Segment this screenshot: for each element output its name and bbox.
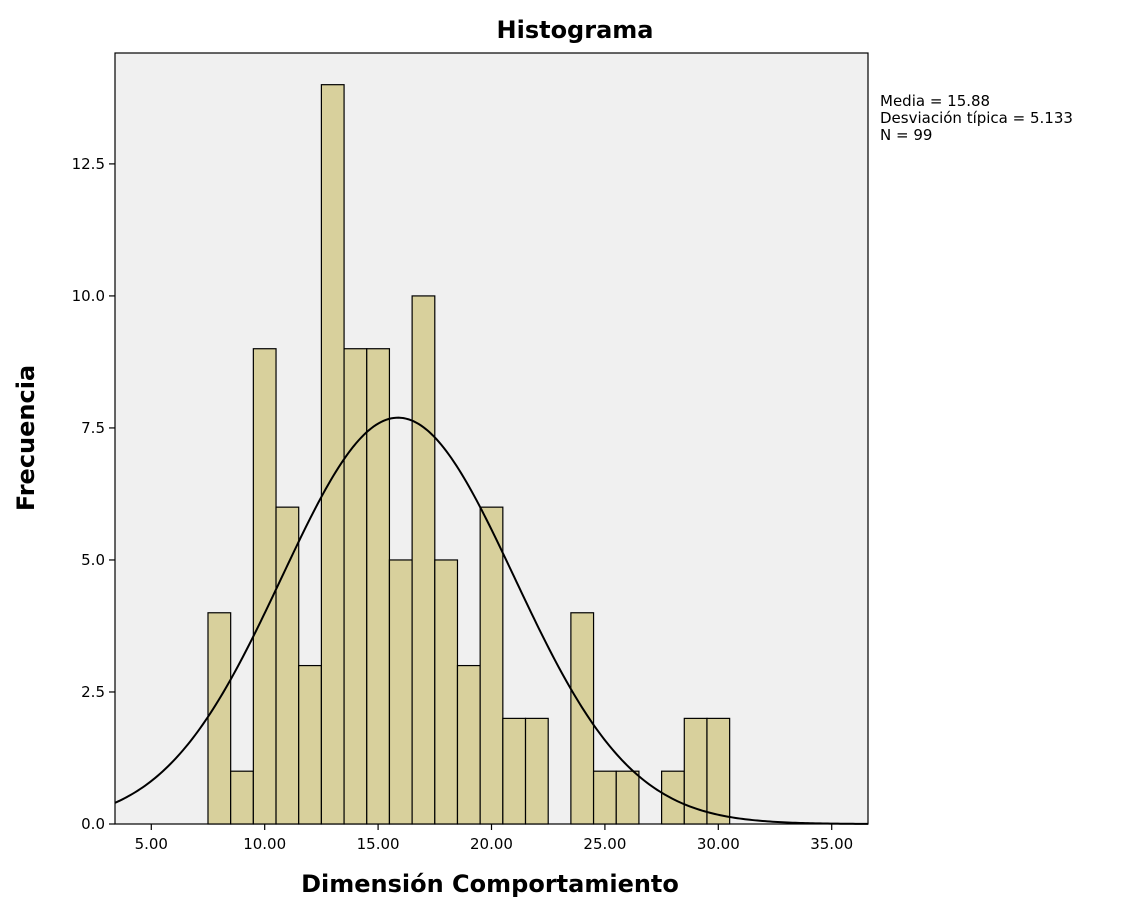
histogram-bar [252,348,277,825]
y-axis-label: Frecuencia [12,365,40,511]
x-tick-label: 35.00 [810,835,853,853]
x-tick-label: 30.00 [697,835,740,853]
histogram-bar [615,770,640,825]
x-tick-label: 25.00 [583,835,626,853]
histogram-bar [320,84,345,825]
bars-group [207,84,731,825]
histogram-bar [706,717,731,825]
y-tick-label: 5.0 [81,551,105,569]
x-tick-label: 20.00 [470,835,513,853]
x-tick-label: 15.00 [357,835,400,853]
y-axis-ticks: 0.0 2.5 5.0 7.5 10.0 12.5 [72,155,115,833]
histogram-bar [343,348,368,825]
histogram-bar [592,770,617,825]
stats-n: N = 99 [880,126,933,144]
histogram-bar [298,664,322,825]
histogram-bar [411,295,436,825]
chart-title: Histograma [497,16,654,44]
histogram-bar [479,506,504,825]
normal-curve [114,416,869,825]
y-tick-label: 0.0 [81,815,105,833]
y-tick-label: 12.5 [72,155,105,173]
histogram-bar [434,559,459,825]
stats-mean: Media = 15.88 [880,92,991,110]
x-tick-label: 5.00 [135,835,168,853]
y-tick-label: 2.5 [81,683,105,701]
x-axis-label: Dimensión Comportamiento [301,870,679,898]
histogram-bar [456,664,481,825]
y-tick-label: 10.0 [72,287,105,305]
histogram-bar [207,612,232,825]
histogram-bar [275,506,300,825]
stats-sd: Desviación típica = 5.133 [880,109,1073,127]
histogram-bar [524,717,549,825]
x-tick-label: 10.00 [243,835,286,853]
histogram-bar [502,717,527,825]
x-axis-ticks: 5.00 10.00 15.00 20.00 25.00 30.00 35.00 [135,824,853,853]
y-tick-label: 7.5 [81,419,105,437]
stats-box: Media = 15.88 Desviación típica = 5.133 … [880,93,1073,144]
histogram-bar [570,612,595,825]
histogram-bar [661,770,685,825]
histogram-bar [388,559,413,825]
histogram-bar [230,770,254,825]
